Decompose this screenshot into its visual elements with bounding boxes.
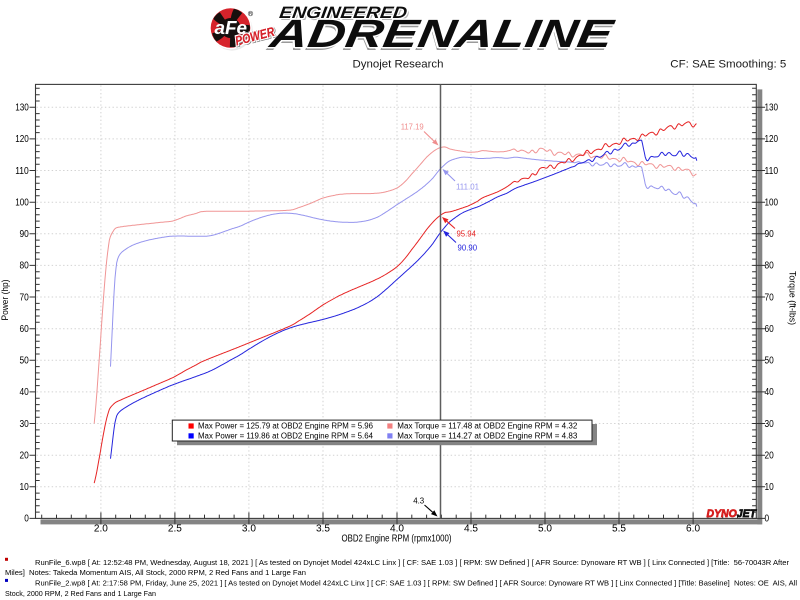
svg-text:Torque (ft-lbs): Torque (ft-lbs) [788, 271, 798, 325]
svg-text:4.5: 4.5 [464, 523, 479, 534]
svg-text:100: 100 [765, 197, 779, 208]
svg-text:120: 120 [765, 134, 779, 145]
svg-text:0: 0 [24, 514, 29, 525]
svg-text:OBD2 Engine RPM (rpmx1000): OBD2 Engine RPM (rpmx1000) [342, 534, 452, 545]
svg-text:117.19: 117.19 [401, 122, 424, 131]
svg-text:120: 120 [15, 134, 29, 145]
svg-text:Stock, 2000 RPM, 2 Red Fans an: Stock, 2000 RPM, 2 Red Fans and 1 Large … [5, 589, 156, 598]
svg-text:R: R [249, 11, 253, 16]
svg-text:80: 80 [765, 261, 775, 272]
svg-text:6.0: 6.0 [686, 523, 701, 534]
svg-text:70: 70 [20, 292, 30, 303]
svg-text:90: 90 [765, 229, 775, 240]
svg-text:40: 40 [20, 387, 30, 398]
svg-text:aFe: aFe [215, 18, 248, 38]
svg-text:3.0: 3.0 [242, 523, 257, 534]
svg-text:70: 70 [765, 292, 775, 303]
svg-text:RunFile_2.wp8 [ At: 2:17:58 PM: RunFile_2.wp8 [ At: 2:17:58 PM, Friday, … [35, 579, 797, 588]
svg-text:111.01: 111.01 [456, 183, 479, 192]
svg-text:5.5: 5.5 [612, 523, 627, 534]
svg-text:90.90: 90.90 [458, 243, 478, 252]
svg-text:20: 20 [20, 450, 30, 461]
svg-text:60: 60 [20, 324, 30, 335]
svg-text:10: 10 [20, 482, 30, 493]
svg-text:80: 80 [20, 261, 30, 272]
svg-text:130: 130 [15, 103, 29, 114]
svg-text:2.5: 2.5 [168, 523, 183, 534]
svg-text:Max Torque = 117.48 at OBD2 En: Max Torque = 117.48 at OBD2 Engine RPM =… [397, 422, 577, 431]
svg-text:100: 100 [15, 197, 29, 208]
svg-text:90: 90 [20, 229, 30, 240]
svg-text:3.5: 3.5 [316, 523, 331, 534]
svg-text:30: 30 [20, 419, 30, 430]
svg-text:130: 130 [765, 103, 779, 114]
svg-text:110: 110 [15, 166, 29, 177]
svg-text:5.0: 5.0 [538, 523, 553, 534]
svg-text:60: 60 [765, 324, 775, 335]
svg-text:Dynojet Research: Dynojet Research [353, 59, 444, 71]
svg-text:20: 20 [765, 450, 775, 461]
svg-text:Max Power = 119.86 at OBD2 Eng: Max Power = 119.86 at OBD2 Engine RPM = … [198, 431, 374, 440]
svg-text:40: 40 [765, 387, 775, 398]
svg-text:50: 50 [20, 356, 30, 367]
svg-text:4.0: 4.0 [390, 523, 405, 534]
svg-text:110: 110 [765, 166, 779, 177]
svg-text:CF: SAE Smoothing: 5: CF: SAE Smoothing: 5 [670, 59, 786, 71]
svg-text:30: 30 [765, 419, 775, 430]
svg-text:50: 50 [765, 356, 775, 367]
svg-text:Max Power = 125.79 at OBD2 Eng: Max Power = 125.79 at OBD2 Engine RPM = … [198, 422, 374, 431]
svg-text:aFe: aFe [215, 19, 248, 39]
svg-text:Miles] Notes: Takeda Momentum: Miles] Notes: Takeda Momentum AIS, All S… [5, 568, 306, 577]
svg-text:0: 0 [765, 514, 770, 525]
svg-text:2.0: 2.0 [94, 523, 109, 534]
svg-text:95.94: 95.94 [456, 230, 476, 239]
svg-text:RunFile_6.wp8 [ At: 12:52:48 P: RunFile_6.wp8 [ At: 12:52:48 PM, Wednesd… [35, 558, 790, 567]
svg-text:Power (hp): Power (hp) [0, 279, 10, 320]
svg-text:DYNOJET: DYNOJET [707, 508, 758, 520]
svg-text:10: 10 [765, 482, 775, 493]
svg-text:Max Torque = 114.27 at OBD2 En: Max Torque = 114.27 at OBD2 Engine RPM =… [397, 431, 578, 440]
svg-text:4.3: 4.3 [413, 495, 424, 505]
